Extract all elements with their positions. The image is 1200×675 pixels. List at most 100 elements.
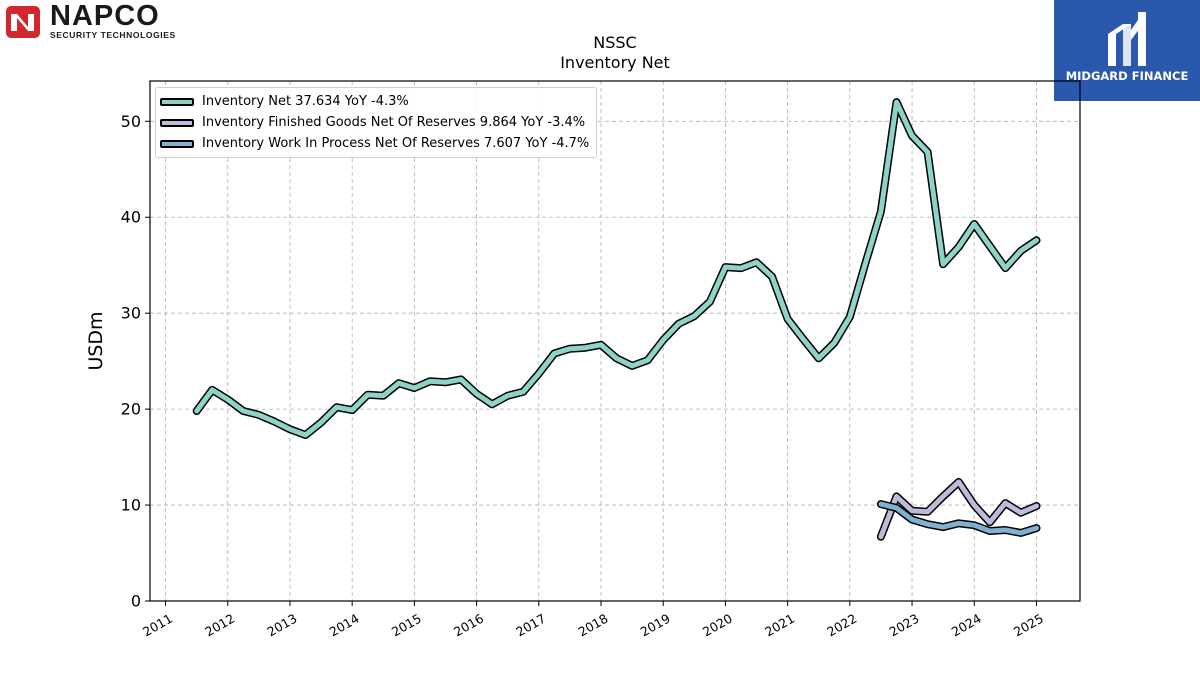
data-point [661,338,665,342]
data-point [739,266,743,270]
data-point [988,529,992,533]
data-point [1034,504,1039,508]
x-tick-label: 2016 [451,611,486,640]
data-point [894,506,899,510]
data-point [1019,511,1023,515]
data-point [754,260,759,264]
data-point [1019,531,1023,535]
data-point [615,356,619,360]
data-point [957,245,961,249]
data-point [303,433,308,437]
data-point [459,377,463,381]
axes: 2011 2012 2013 2014 2015 2016 2017 2018 2019 2020… [121,112,1046,640]
y-tick-label: 50 [121,112,141,131]
data-point [770,275,774,279]
x-tick-label: 2020 [700,611,735,640]
data-point [817,356,821,360]
series-2 [876,500,1041,537]
data-point [443,380,448,384]
data-point [910,509,914,513]
x-tick-label: 2011 [140,611,175,640]
x-tick-label: 2018 [575,611,610,640]
data-point [894,494,899,498]
data-point [646,358,650,362]
plot-frame [149,80,1081,602]
data-point [1019,249,1023,253]
x-tick-label: 2013 [264,611,299,640]
data-point [210,388,214,392]
data-point [195,409,199,413]
data-point [272,420,276,424]
data-point [1003,528,1008,532]
series-lines [192,98,1041,541]
series-1 [876,478,1041,541]
data-point [926,522,930,526]
y-axis-label: USDm [85,311,107,370]
data-point [552,351,556,356]
data-point [972,523,976,527]
x-tick-label: 2021 [762,611,797,640]
x-tick-label: 2025 [1011,611,1046,640]
data-point [692,314,696,318]
grid-lines [150,81,1080,602]
data-point [1003,501,1008,505]
chart-subtitle: Inventory Net [560,53,670,72]
data-point [988,520,992,524]
legend-item-work-in-process: Inventory Work In Process Net Of Reserve… [160,133,589,154]
data-point [490,402,494,406]
data-point [723,265,728,269]
y-tick-label: 20 [121,400,141,419]
data-point [786,317,790,321]
data-point [335,405,339,409]
legend-swatch-inventory-net [160,97,194,106]
data-point [910,517,914,522]
chart-legend: Inventory Net 37.634 YoY -4.3% Inventory… [155,87,598,158]
x-tick-label: 2015 [389,611,424,640]
x-tick-label: 2014 [327,611,362,640]
data-point [801,337,805,341]
data-point [506,394,510,398]
data-point [288,427,292,431]
data-point [630,364,634,368]
data-point [583,346,588,350]
x-tick-label: 2023 [886,611,921,640]
data-point [972,503,976,507]
data-point [926,150,930,154]
data-point [257,413,261,417]
data-point [957,480,961,484]
data-point [832,341,836,345]
x-tick-label: 2019 [638,611,673,640]
legend-item-inventory-net: Inventory Net 37.634 YoY -4.3% [160,91,589,112]
data-point [926,510,930,514]
y-tick-label: 40 [121,208,141,227]
data-point [879,502,883,506]
data-point [537,372,541,376]
data-point [412,386,416,390]
data-point [910,134,914,138]
legend-swatch-finished-goods [160,118,194,127]
data-point [1003,266,1008,270]
data-point [1034,526,1039,530]
x-tick-label: 2012 [202,611,237,640]
midgard-logo: MIDGARD FINANCE [1054,0,1200,101]
data-point [475,392,479,396]
y-tick-label: 10 [121,496,141,515]
y-tick-label: 30 [121,304,141,323]
midgard-wordmark: MIDGARD FINANCE [1065,69,1189,83]
data-point [397,381,401,385]
data-point [894,100,899,104]
data-point [428,379,432,383]
data-point [941,494,945,498]
data-point [879,209,883,214]
napco-tagline: SECURITY TECHNOLOGIES [50,30,176,40]
data-point [599,343,603,347]
data-point [941,262,945,266]
x-tick-label: 2022 [824,611,859,640]
legend-label-inventory-net: Inventory Net 37.634 YoY -4.3% [202,94,409,109]
data-point [708,300,712,304]
legend-swatch-work-in-process [160,139,194,148]
chart-title: NSSC [593,33,636,52]
data-point [521,390,525,394]
data-point [941,525,945,529]
data-point [863,261,868,265]
